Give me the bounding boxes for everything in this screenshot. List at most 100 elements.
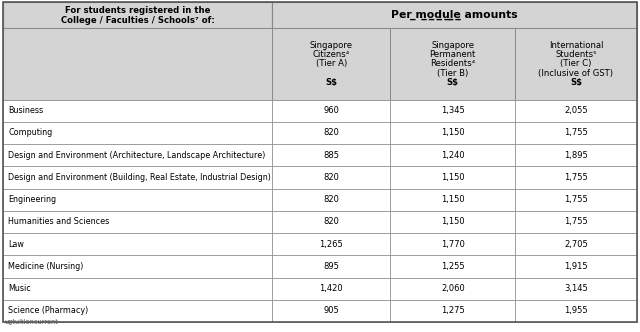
Text: (Inclusive of GST): (Inclusive of GST) <box>538 69 614 78</box>
Text: 820: 820 <box>323 217 339 226</box>
Bar <box>390 189 515 211</box>
Text: S$: S$ <box>447 78 459 87</box>
Text: (Tier A): (Tier A) <box>316 59 347 68</box>
Text: Humanities and Sciences: Humanities and Sciences <box>8 217 109 226</box>
Bar <box>3 189 272 211</box>
Bar <box>3 300 272 322</box>
Text: 960: 960 <box>323 106 339 115</box>
Bar <box>272 2 637 28</box>
Text: 3,145: 3,145 <box>564 284 588 293</box>
Text: 2,705: 2,705 <box>564 240 588 249</box>
Text: 1,420: 1,420 <box>319 284 343 293</box>
Text: Citizens⁴: Citizens⁴ <box>312 50 350 59</box>
Text: S$: S$ <box>570 78 582 87</box>
Text: 905: 905 <box>323 306 339 315</box>
Bar <box>272 233 390 255</box>
Text: 1,345: 1,345 <box>441 106 465 115</box>
Bar <box>3 122 272 144</box>
Text: 2,060: 2,060 <box>441 284 465 293</box>
Text: 2,055: 2,055 <box>564 106 588 115</box>
Bar <box>272 122 390 144</box>
Bar <box>390 211 515 233</box>
Bar <box>272 278 390 300</box>
Text: Singapore: Singapore <box>431 41 474 50</box>
Bar <box>390 122 515 144</box>
Bar <box>390 278 515 300</box>
Text: Design and Environment (Architecture, Landscape Architecture): Design and Environment (Architecture, La… <box>8 151 266 160</box>
Text: 1,895: 1,895 <box>564 151 588 160</box>
Bar <box>515 100 637 122</box>
Bar <box>515 28 637 100</box>
Text: (Tier C): (Tier C) <box>560 59 592 68</box>
Bar <box>515 189 637 211</box>
Text: Per ̲m̲o̲d̲u̲l̲e̲ amounts: Per ̲m̲o̲d̲u̲l̲e̲ amounts <box>391 10 518 20</box>
Text: 885: 885 <box>323 151 339 160</box>
Bar <box>3 166 272 189</box>
Bar <box>390 255 515 278</box>
Bar <box>515 166 637 189</box>
Text: (Tier B): (Tier B) <box>437 69 468 78</box>
Bar <box>390 166 515 189</box>
Bar <box>272 189 390 211</box>
Text: Law: Law <box>8 240 24 249</box>
Text: Music: Music <box>8 284 31 293</box>
Text: S$: S$ <box>325 78 337 87</box>
Text: Design and Environment (Building, Real Estate, Industrial Design): Design and Environment (Building, Real E… <box>8 173 271 182</box>
Text: 1,755: 1,755 <box>564 195 588 204</box>
Bar <box>272 144 390 166</box>
Text: 1,770: 1,770 <box>441 240 465 249</box>
Bar <box>272 166 390 189</box>
Bar <box>3 255 272 278</box>
Text: Engineering: Engineering <box>8 195 56 204</box>
Bar <box>515 122 637 144</box>
Text: 1,150: 1,150 <box>441 128 465 137</box>
Text: 1,150: 1,150 <box>441 173 465 182</box>
Text: Computing: Computing <box>8 128 52 137</box>
Bar <box>515 255 637 278</box>
Text: International: International <box>548 41 604 50</box>
Bar <box>515 278 637 300</box>
Text: 820: 820 <box>323 173 339 182</box>
Text: ugtuitioncurrent: ugtuitioncurrent <box>4 319 58 325</box>
Text: 1,755: 1,755 <box>564 128 588 137</box>
Text: 820: 820 <box>323 128 339 137</box>
Text: 1,915: 1,915 <box>564 262 588 271</box>
Bar <box>272 300 390 322</box>
Bar <box>515 233 637 255</box>
Bar <box>3 28 272 100</box>
Bar <box>3 144 272 166</box>
Bar <box>272 211 390 233</box>
Bar <box>390 100 515 122</box>
Text: Science (Pharmacy): Science (Pharmacy) <box>8 306 88 315</box>
Bar <box>3 211 272 233</box>
Bar <box>3 100 272 122</box>
Text: 1,955: 1,955 <box>564 306 588 315</box>
Bar <box>390 28 515 100</box>
Text: 1,150: 1,150 <box>441 195 465 204</box>
Text: 1,240: 1,240 <box>441 151 465 160</box>
Text: Business: Business <box>8 106 44 115</box>
Text: 1,150: 1,150 <box>441 217 465 226</box>
Text: Singapore: Singapore <box>310 41 353 50</box>
Text: 1,755: 1,755 <box>564 173 588 182</box>
Text: For students registered in the: For students registered in the <box>65 6 211 16</box>
Bar <box>390 233 515 255</box>
Text: Students⁵: Students⁵ <box>556 50 596 59</box>
Text: 895: 895 <box>323 262 339 271</box>
Bar <box>390 300 515 322</box>
Text: 820: 820 <box>323 195 339 204</box>
Bar <box>390 144 515 166</box>
Text: Permanent: Permanent <box>429 50 476 59</box>
Bar <box>3 233 272 255</box>
Bar <box>3 2 272 28</box>
Text: 1,275: 1,275 <box>441 306 465 315</box>
Text: 1,255: 1,255 <box>441 262 465 271</box>
Bar <box>272 100 390 122</box>
Text: Medicine (Nursing): Medicine (Nursing) <box>8 262 84 271</box>
Bar <box>515 144 637 166</box>
Bar <box>515 211 637 233</box>
Text: 1,265: 1,265 <box>319 240 343 249</box>
Text: Residents⁴: Residents⁴ <box>430 59 476 68</box>
Bar <box>515 300 637 322</box>
Bar <box>272 28 390 100</box>
